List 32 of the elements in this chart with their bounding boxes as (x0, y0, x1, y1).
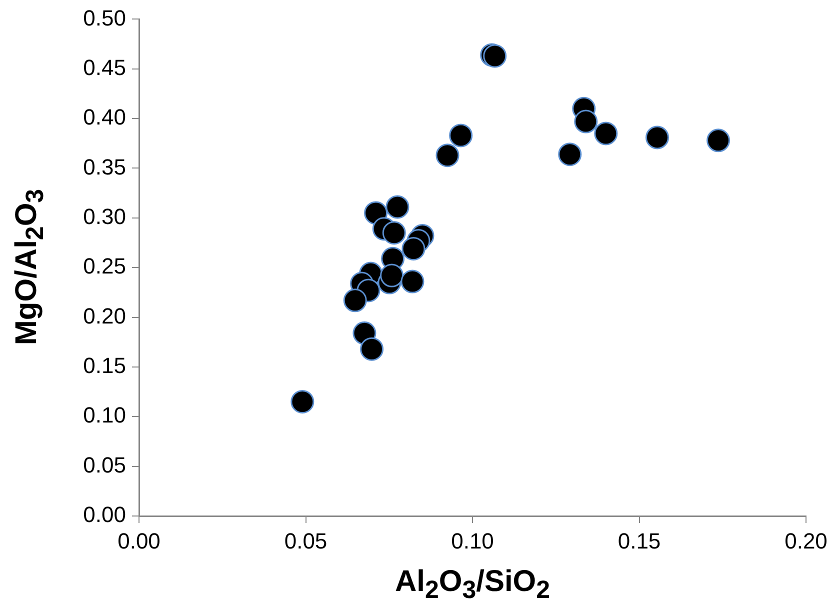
point (706, 128, 730, 152)
point (343, 288, 367, 312)
y-tick-label: 0.35 (83, 154, 126, 180)
point (574, 110, 598, 134)
point (558, 142, 582, 166)
point (436, 144, 460, 168)
point (380, 264, 404, 288)
point (386, 195, 410, 219)
point (402, 236, 426, 260)
x-tick-label: 0.00 (118, 528, 160, 554)
point (594, 122, 618, 146)
x-axis-title: Al$_{2}$O$_{3}$/SiO$_{2}$ (394, 565, 552, 605)
x-tick-label: 0.05 (284, 528, 328, 554)
y-tick-label: 0.10 (83, 402, 126, 428)
y-tick-label: 0.45 (83, 54, 126, 80)
point (382, 221, 406, 245)
y-tick-label: 0.05 (83, 452, 126, 478)
y-tick-label: 0.40 (83, 104, 126, 130)
y-tick-label: 0.00 (83, 502, 126, 528)
point (646, 126, 670, 150)
y-tick-label: 0.20 (83, 303, 126, 328)
point (449, 124, 473, 148)
y-tick-label: 0.15 (83, 353, 126, 378)
x-tick-label: 0.15 (618, 528, 661, 554)
point (290, 390, 314, 414)
y-tick-label: 0.25 (83, 254, 126, 279)
point (360, 337, 384, 361)
x-tick-label: 0.10 (451, 528, 494, 554)
x-tick-label: 0.20 (784, 528, 828, 554)
y-tick-label: 0.30 (83, 204, 126, 229)
point (400, 270, 424, 294)
y-tick-label: 0.50 (83, 5, 126, 30)
